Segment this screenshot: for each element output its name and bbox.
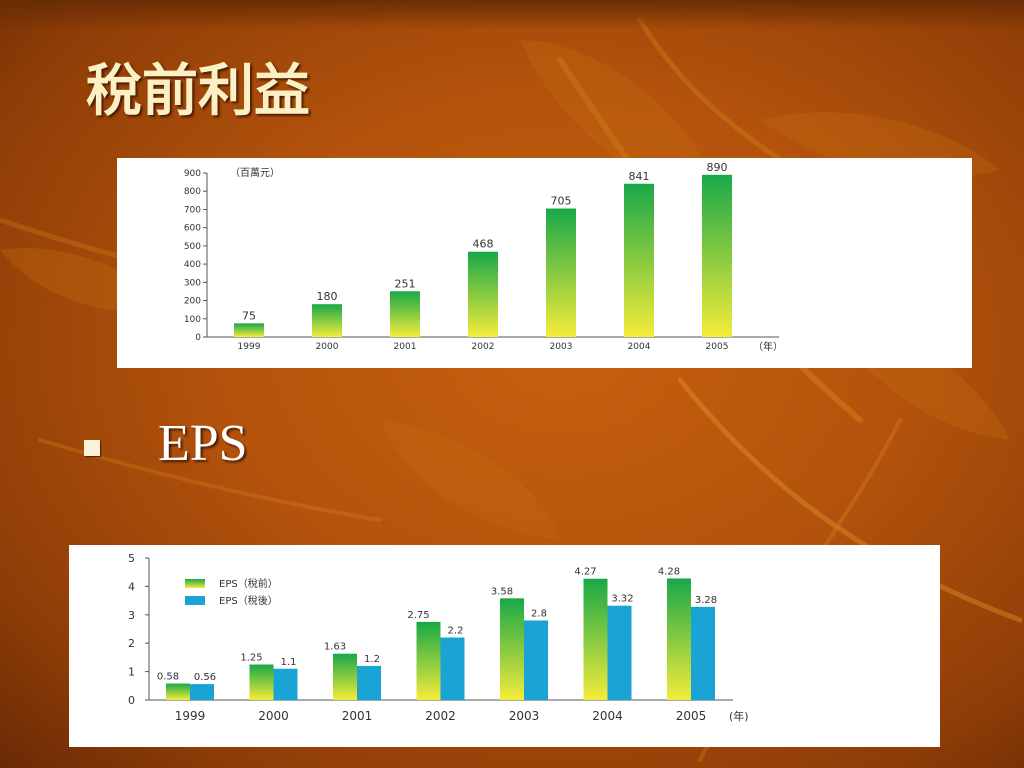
y-tick-label: 4 [128,580,135,593]
data-label: 3.58 [491,586,513,597]
x-tick-label: 2005 [676,709,707,723]
data-label: 1.25 [240,653,262,664]
bar [583,578,608,700]
data-label: 3.28 [695,595,717,606]
x-unit-label: (年) [729,709,749,723]
bar [312,304,342,337]
x-tick-label: 2002 [425,709,456,723]
y-tick-label: 1 [128,666,135,679]
data-label: 4.27 [574,567,596,578]
x-unit-label: （年） [753,340,783,353]
data-label: 705 [551,195,572,208]
legend-label: EPS（稅後） [219,594,278,607]
bar [468,251,498,337]
y-tick-label: 0 [195,333,201,343]
bar [166,683,190,700]
bar [249,664,274,700]
data-label: 2.8 [531,608,547,619]
data-label: 2.75 [407,610,429,621]
data-label: 1.2 [364,654,380,665]
bullet-square-icon [84,440,100,456]
legend-label: EPS（稅前） [219,577,278,590]
data-label: 4.28 [658,566,680,577]
y-tick-label: 300 [184,278,201,288]
data-label: 0.56 [194,672,216,683]
bar [190,684,214,700]
bar [624,183,654,337]
bar [691,606,715,700]
top-shade [0,0,1024,30]
y-tick-label: 600 [184,224,201,234]
y-tick-label: 200 [184,297,201,307]
x-tick-label: 2003 [550,342,573,352]
legend-swatch [185,579,205,588]
y-tick-label: 700 [184,205,201,215]
x-tick-label: 2001 [342,709,373,723]
y-tick-label: 0 [128,694,135,707]
y-unit-label: （百萬元） [230,166,280,179]
data-label: 468 [473,238,494,251]
x-tick-label: 2000 [258,709,289,723]
bullet-text: EPS [158,415,248,472]
slide-title: 稅前利益 [86,58,310,124]
y-tick-label: 5 [128,552,135,565]
data-label: 180 [317,290,338,303]
x-tick-label: 2003 [509,709,540,723]
y-tick-label: 900 [184,169,201,179]
y-tick-label: 2 [128,637,135,650]
bar [524,620,548,700]
bar [440,637,465,700]
eps-chart: 0 1 2 3 4 5 EPS（稅前） EPS（稅後） 0.58 0.56 1999 1.25 1.1 2… [69,545,940,747]
x-tick-label: 2001 [394,342,417,352]
bar [607,605,632,700]
x-tick-label: 1999 [238,342,261,352]
data-label: 1.1 [281,657,297,668]
data-label: 841 [629,170,650,183]
x-tick-label: 2004 [592,709,623,723]
legend-swatch [185,596,205,605]
y-tick-label: 3 [128,609,135,622]
data-label: 0.58 [157,672,179,683]
data-label: 890 [707,161,728,174]
bar [390,291,420,337]
eps-chart-svg: 0 1 2 3 4 5 EPS（稅前） EPS（稅後） 0.58 0.56 1999 1.25 1.1 2… [128,552,749,723]
x-tick-label: 2002 [472,342,495,352]
bar [333,653,357,700]
y-tick-label: 800 [184,187,201,197]
x-tick-label: 2004 [628,342,651,352]
bar [357,665,381,700]
x-tick-label: 1999 [175,709,206,723]
pretax-profit-chart-svg: 0 100 200 300 400 500 600 700 800 900 （百萬元） 75 1999 1… [184,161,783,353]
data-label: 75 [242,309,256,322]
data-label: 2.2 [448,626,464,637]
bar [702,174,732,337]
bar [234,323,264,337]
data-label: 1.63 [324,642,346,653]
y-tick-label: 500 [184,242,201,252]
bar [500,598,524,700]
data-label: 251 [395,277,416,290]
bar [546,208,576,337]
x-tick-label: 2005 [706,342,729,352]
pretax-profit-chart: 0 100 200 300 400 500 600 700 800 900 （百萬元） 75 1999 1… [117,158,972,368]
bar [416,621,441,700]
y-tick-label: 100 [184,315,201,325]
data-label: 3.32 [611,594,633,605]
x-tick-label: 2000 [316,342,339,352]
y-tick-label: 400 [184,260,201,270]
bar [273,668,298,700]
bar [667,578,691,700]
